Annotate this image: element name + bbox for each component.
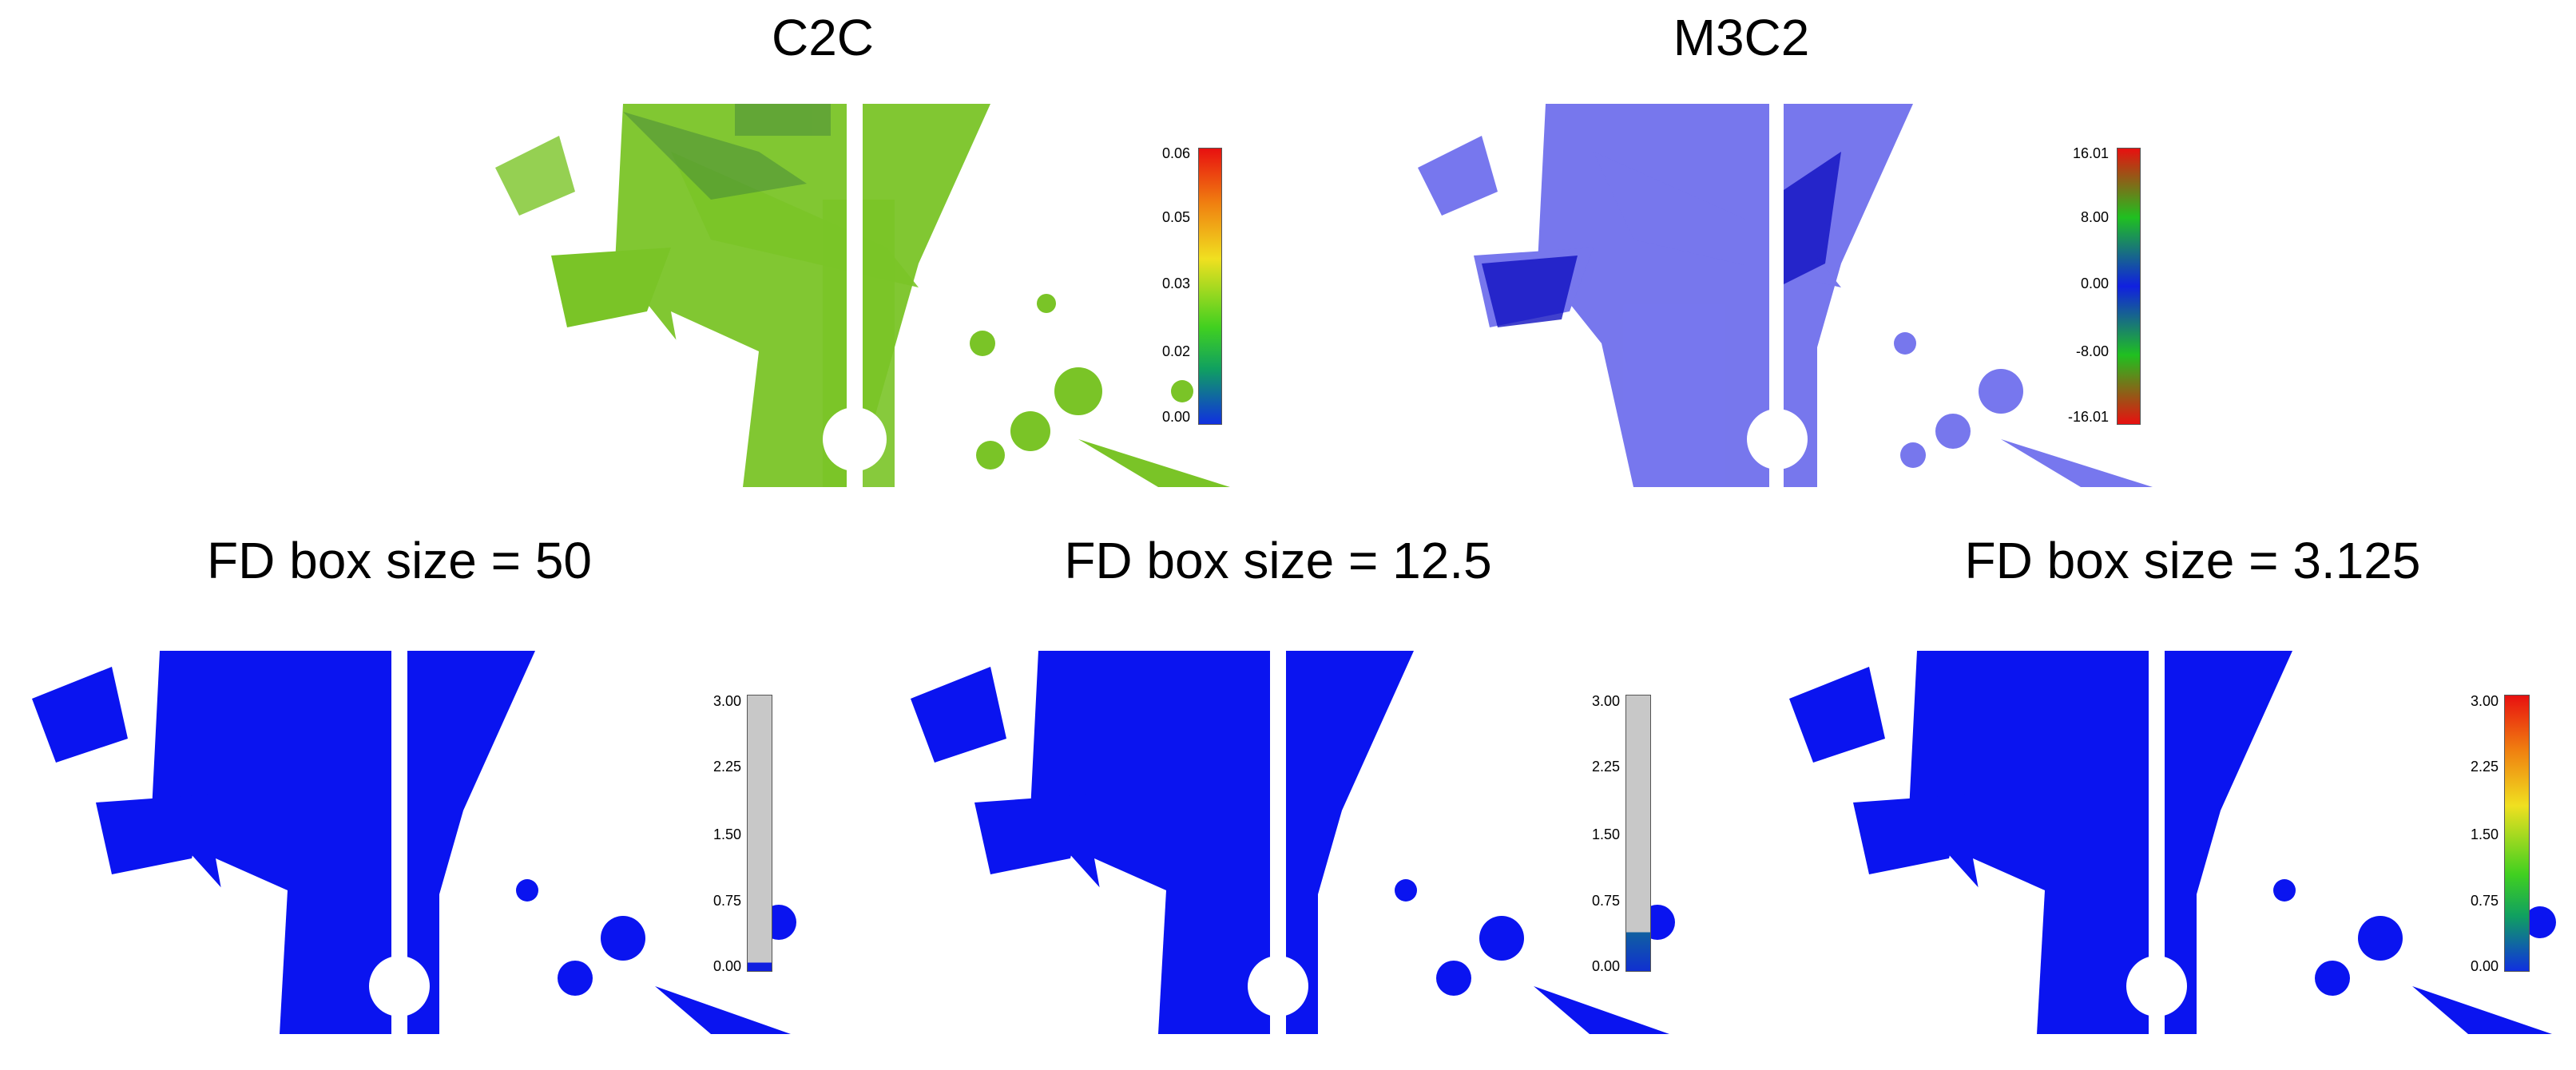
c2c-tick: 0.02: [1161, 343, 1190, 359]
c2c-tick: 0.00: [1161, 409, 1190, 425]
fd50-point-cloud: [16, 651, 799, 1034]
fd12-tick: 0.75: [1591, 893, 1620, 909]
c2c-tick: 0.06: [1161, 145, 1190, 161]
title-c2c: C2C: [771, 9, 875, 66]
title-fd-12-5: FD box size = 12.5: [1064, 532, 1492, 589]
fd50-tick: 2.25: [712, 759, 741, 775]
m3c2-tick: 16.01: [2072, 145, 2109, 161]
title-fd-50: FD box size = 50: [207, 532, 592, 589]
fd12-cloud-image: [911, 651, 1675, 1034]
fd3-tick: 3.00: [2470, 693, 2499, 709]
fd3-tick: 0.75: [2470, 893, 2499, 909]
fd12-colorbar: [1625, 695, 1651, 972]
m3c2-colorbar: [2117, 148, 2141, 425]
fd12-tick: 0.00: [1591, 958, 1620, 974]
c2c-tick: 0.03: [1161, 275, 1190, 291]
fd3-colorbar: [2504, 695, 2530, 972]
c2c-point-cloud: [471, 104, 1246, 487]
fd50-cloud-image: [32, 651, 796, 1034]
fd3-tick: 2.25: [2470, 759, 2499, 775]
fd3-tick: 1.50: [2470, 826, 2499, 842]
title-fd-3-125: FD box size = 3.125: [1964, 532, 2421, 589]
fd3-cloud-image: [1789, 651, 2556, 1034]
fd3-point-cloud: [1773, 651, 2560, 1034]
fd50-tick: 1.50: [712, 826, 741, 842]
m3c2-tick: 0.00: [2080, 275, 2109, 291]
fd12-tick: 2.25: [1591, 759, 1620, 775]
fd50-tick: 0.75: [712, 893, 741, 909]
fd3-tick: 0.00: [2470, 958, 2499, 974]
m3c2-cloud-image: [1418, 104, 2153, 487]
m3c2-tick: -8.00: [2075, 343, 2109, 359]
fd50-tick: 3.00: [712, 693, 741, 709]
m3c2-tick: -16.01: [2067, 409, 2109, 425]
c2c-colorbar: [1198, 148, 1222, 425]
fd50-tick: 0.00: [712, 958, 741, 974]
fd50-colorbar: [747, 695, 772, 972]
fd12-tick: 3.00: [1591, 693, 1620, 709]
m3c2-point-cloud: [1394, 104, 2169, 487]
c2c-tick: 0.05: [1161, 209, 1190, 225]
fd12-tick: 1.50: [1591, 826, 1620, 842]
fd12-point-cloud: [895, 651, 1677, 1034]
title-m3c2: M3C2: [1673, 9, 1810, 66]
c2c-cloud-image: [495, 104, 1230, 487]
m3c2-tick: 8.00: [2080, 209, 2109, 225]
